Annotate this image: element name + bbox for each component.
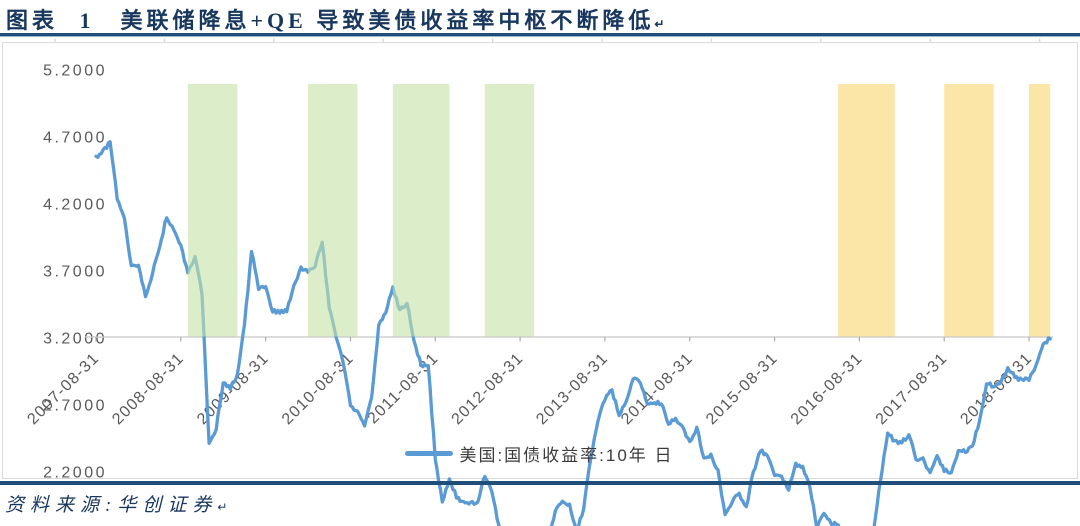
legend-series-label: 美国:国债收益率:10年 日	[459, 445, 674, 465]
chart-frame	[2, 42, 1078, 479]
paragraph-mark-icon: ↵	[217, 500, 228, 514]
title-underline-rule	[0, 33, 1080, 37]
footer-divider-rule	[0, 481, 1080, 485]
figure-title-row: 图表 1 美联储降息+QE 导致美债收益率中枢不断降低↵	[6, 3, 664, 33]
figure-label: 图表 1	[6, 8, 95, 33]
chart-legend: 美国:国债收益率:10年 日	[2, 441, 1077, 465]
figure-title: 美联储降息+QE 导致美债收益率中枢不断降低	[120, 8, 655, 33]
line-swatch-icon	[405, 450, 454, 456]
paragraph-mark-icon: ↵	[654, 17, 665, 31]
source-line: 资料来源:华创证券↵	[5, 490, 227, 517]
source-text: 资料来源:华创证券	[5, 495, 218, 516]
